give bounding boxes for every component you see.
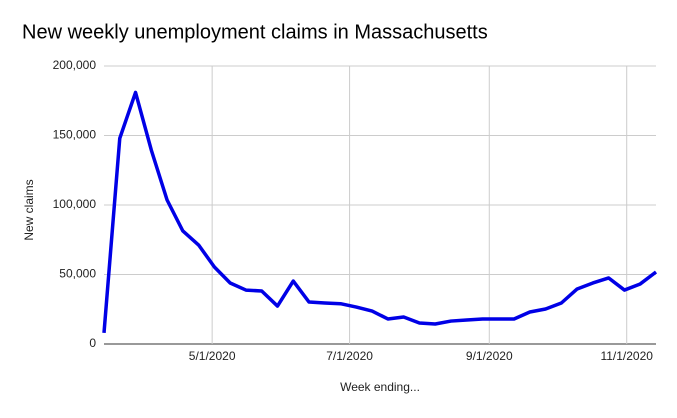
y-tick-label: 50,000 [59, 267, 96, 281]
y-axis-label: New claims [22, 179, 36, 240]
y-tick-label: 200,000 [53, 58, 97, 72]
data-line [102, 90, 658, 334]
x-tick-label: 9/1/2020 [466, 349, 513, 363]
y-tick-label: 150,000 [53, 128, 97, 142]
x-tick-label: 7/1/2020 [326, 349, 373, 363]
y-tick-label: 0 [89, 336, 96, 350]
x-tick-label: 5/1/2020 [189, 349, 236, 363]
x-tick-label: 11/1/2020 [600, 349, 653, 363]
chart-title: New weekly unemployment claims in Massac… [22, 21, 488, 43]
x-axis-label: Week ending... [340, 380, 420, 394]
y-tick-label: 100,000 [53, 197, 97, 211]
